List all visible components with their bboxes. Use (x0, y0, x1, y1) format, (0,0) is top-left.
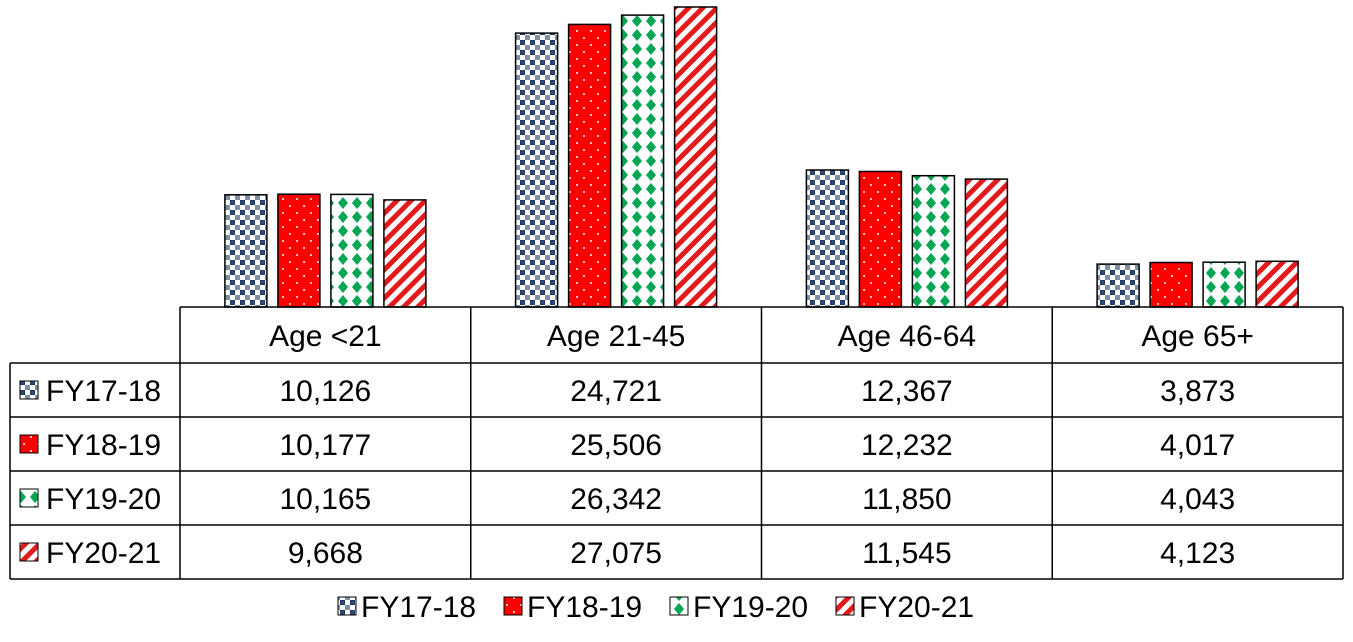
value-fy18-19-age-65: 4,017 (1160, 429, 1235, 462)
value-fy19-20-age-65: 4,043 (1160, 483, 1235, 516)
legend-label-fy18-19: FY18-19 (527, 591, 642, 624)
bar-fy20-21-age-21 (383, 199, 427, 308)
value-fy20-21-age-46-64: 11,545 (862, 537, 952, 570)
legend-swatch-fy20-21 (835, 596, 855, 616)
value-fy19-20-age-46-64: 11,850 (862, 483, 952, 516)
legend-label-fy17-18: FY17-18 (361, 591, 476, 624)
data-table: Age <21 Age 21-45 Age 46-64 Age 65+ FY17-18 1… (9, 306, 1344, 580)
value-fy18-19-age-21: 10,177 (279, 429, 371, 462)
row-label-fy19-20: FY19-20 (46, 483, 161, 516)
value-fy19-20-age-21: 10,165 (279, 483, 371, 516)
value-fy20-21-age-21-45: 27,075 (570, 537, 662, 570)
bar-fy20-21-age-65 (1255, 260, 1299, 308)
value-fy20-21-age-65: 4,123 (1160, 537, 1235, 570)
row-label-fy17-18: FY17-18 (46, 375, 161, 408)
row-key-fy20-21 (19, 542, 39, 562)
legend-swatch-fy18-19 (503, 596, 523, 616)
row-key-fy18-19 (19, 434, 39, 454)
category-label-age-46-64: Age 46-64 (838, 320, 976, 353)
legend-swatch-fy19-20 (669, 596, 689, 616)
bar-fy19-20-age-21 (330, 193, 374, 308)
value-fy17-18-age-21-45: 24,721 (570, 375, 662, 408)
bar-fy19-20-age-65 (1202, 261, 1246, 308)
bar-fy19-20-age-21-45 (620, 14, 665, 308)
legend-label-fy19-20: FY19-20 (693, 591, 808, 624)
legend-label-fy20-21: FY20-21 (859, 591, 974, 624)
legend-swatch-fy17-18 (337, 596, 357, 616)
value-fy17-18-age-21: 10,126 (279, 375, 371, 408)
row-label-fy20-21: FY20-21 (46, 537, 161, 570)
category-label-age-21-45: Age 21-45 (547, 320, 685, 353)
bar-fy18-19-age-65 (1149, 261, 1193, 308)
row-key-fy19-20 (19, 488, 39, 508)
legend: FY17-18 FY18-19 FY19-20 FY20-21 (337, 591, 974, 624)
bar-fy18-19-age-46-64 (858, 170, 903, 308)
bar-fy20-21-age-21-45 (673, 6, 718, 308)
bar-plot-area (224, 6, 1299, 308)
bar-fy20-21-age-46-64 (964, 178, 1009, 308)
bar-fy17-18-age-46-64 (805, 169, 850, 308)
value-fy19-20-age-21-45: 26,342 (570, 483, 662, 516)
bar-fy19-20-age-46-64 (911, 174, 956, 308)
value-fy17-18-age-65: 3,873 (1160, 375, 1235, 408)
bar-fy17-18-age-65 (1096, 263, 1140, 308)
value-fy18-19-age-46-64: 12,232 (861, 429, 953, 462)
bar-fy18-19-age-21-45 (567, 23, 612, 308)
category-label-age-65: Age 65+ (1141, 320, 1254, 353)
category-label-age-21: Age <21 (269, 320, 382, 353)
value-fy18-19-age-21-45: 25,506 (570, 429, 662, 462)
bar-fy17-18-age-21-45 (514, 32, 559, 308)
value-fy17-18-age-46-64: 12,367 (861, 375, 953, 408)
bar-fy17-18-age-21 (224, 194, 268, 308)
row-label-fy18-19: FY18-19 (46, 429, 161, 462)
value-fy20-21-age-21: 9,668 (288, 537, 363, 570)
row-key-fy17-18 (19, 380, 39, 400)
bar-fy18-19-age-21 (277, 193, 321, 308)
